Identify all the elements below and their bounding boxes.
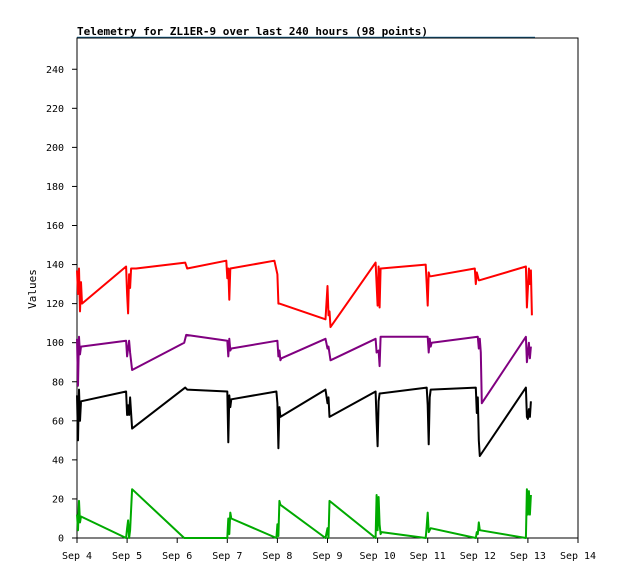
x-tick-label: Sep 14	[560, 551, 596, 562]
y-tick-label: 120	[46, 299, 64, 310]
x-tick-label: Sep 9	[312, 551, 342, 562]
y-tick-label: 240	[46, 65, 64, 76]
y-axis-title: Values	[26, 269, 39, 309]
x-tick-label: Sep 7	[212, 551, 242, 562]
x-axis: Sep 4 Sep 5 Sep 6 Sep 7 Sep 8 Sep 9 Sep 10 Sep …	[62, 538, 596, 562]
y-tick-label: 200	[46, 143, 64, 154]
y-tick-label: 140	[46, 260, 64, 271]
series-line-3	[76, 386, 532, 457]
series-layer	[76, 259, 533, 539]
y-axis: 0 20 40 60 80 100 120 140 160 180 200 220 240	[46, 65, 77, 545]
y-tick-label: 160	[46, 221, 64, 232]
x-tick-label: Sep 5	[112, 551, 142, 562]
y-tick-label: 40	[52, 455, 64, 466]
y-tick-label: 220	[46, 104, 64, 115]
x-tick-label: Sep 12	[460, 551, 496, 562]
x-tick-label: Sep 13	[510, 551, 546, 562]
x-tick-label: Sep 11	[410, 551, 446, 562]
y-tick-label: 180	[46, 182, 64, 193]
series-line-2	[76, 333, 532, 405]
x-tick-label: Sep 4	[62, 551, 92, 562]
y-tick-label: 0	[58, 534, 64, 545]
x-tick-label: Sep 6	[162, 551, 192, 562]
chart-title: Telemetry for ZL1ER-9 over last 240 hour…	[77, 25, 428, 38]
series-line-1	[76, 259, 533, 329]
y-tick-label: 100	[46, 338, 64, 349]
y-tick-label: 20	[52, 494, 64, 505]
y-tick-label: 60	[52, 416, 64, 427]
x-tick-label: Sep 8	[262, 551, 292, 562]
x-tick-label: Sep 10	[360, 551, 396, 562]
y-tick-label: 80	[52, 377, 64, 388]
series-line-4	[76, 488, 532, 539]
